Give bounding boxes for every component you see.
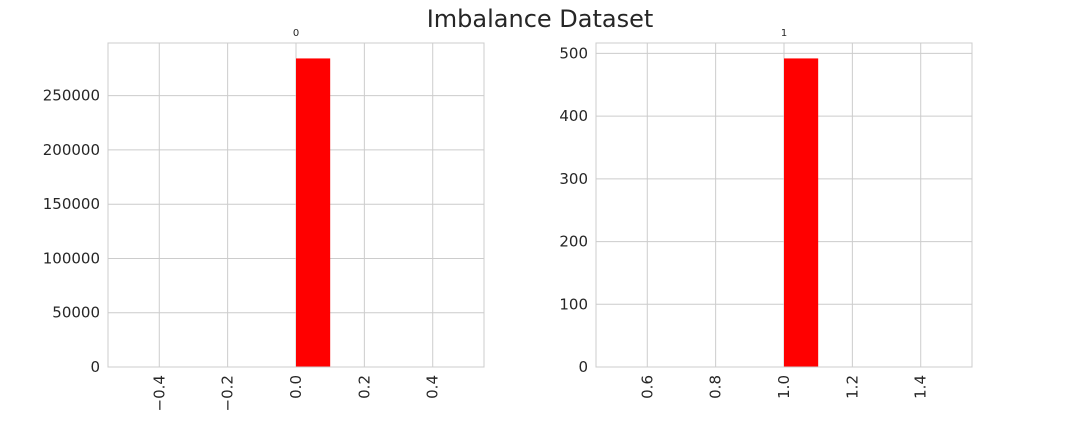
- x-tick-label: 0.2: [355, 375, 373, 399]
- y-tick-label: 100000: [43, 249, 100, 267]
- y-tick-label: 150000: [43, 195, 100, 213]
- panel-title: 0: [293, 28, 299, 39]
- histogram-bar: [784, 58, 819, 368]
- x-tick-label: −0.4: [150, 375, 168, 411]
- x-tick-label: 0.8: [707, 375, 725, 399]
- y-tick-label: 300: [559, 170, 588, 188]
- x-tick-label: 0.0: [287, 375, 305, 399]
- histogram-panel-class-0: 0 0 50000 100000 150000 200000 250000 −0.4 −0.2 0…: [43, 28, 485, 411]
- y-tick-label: 50000: [52, 304, 100, 322]
- histogram-bar: [296, 58, 331, 367]
- y-tick-label: 100: [559, 295, 588, 313]
- x-tick-label: 1.2: [843, 375, 861, 399]
- y-tick-label: 0: [90, 358, 100, 376]
- x-tick-label: 1.4: [912, 375, 930, 399]
- axes-frame: [107, 42, 485, 368]
- y-tick-label: 500: [559, 44, 588, 62]
- panel-title: 1: [781, 28, 787, 39]
- figure-title: Imbalance Dataset: [427, 5, 654, 33]
- x-tick-label: 0.4: [424, 375, 442, 399]
- axes-frame: [595, 42, 973, 368]
- x-tick-label: −0.2: [219, 375, 237, 411]
- x-tick-label: 1.0: [775, 375, 793, 399]
- histogram-panel-class-1: 1 0 100 200 300 400 500 0.6 0.8 1.0 1.2 1.4: [559, 28, 973, 399]
- y-tick-label: 250000: [43, 87, 100, 105]
- y-tick-label: 400: [559, 107, 588, 125]
- x-tick-label: 0.6: [638, 375, 656, 399]
- y-tick-label: 200: [559, 233, 588, 251]
- y-tick-label: 200000: [43, 141, 100, 159]
- y-tick-label: 0: [578, 358, 588, 376]
